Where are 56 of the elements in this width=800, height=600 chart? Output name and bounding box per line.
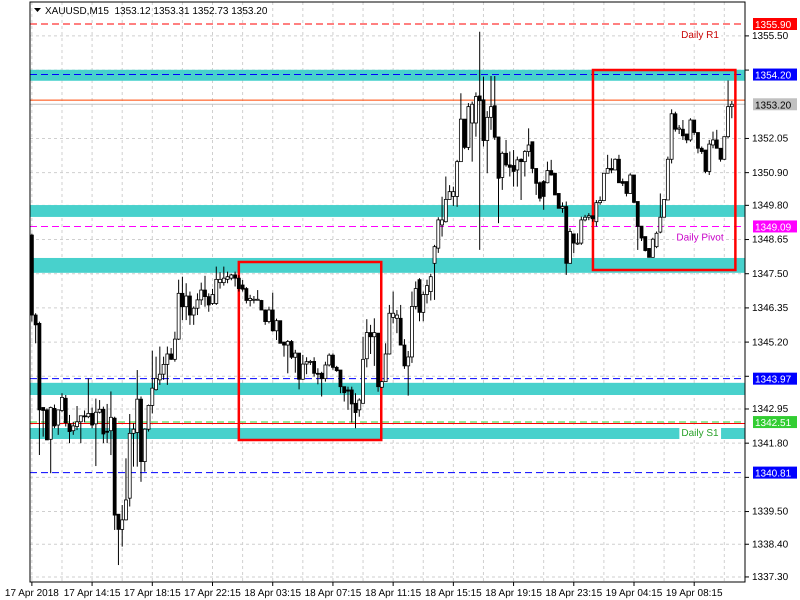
- y-tick-label: 1339.50: [752, 506, 789, 518]
- y-tick-label: 1352.05: [752, 134, 789, 145]
- candlestick: [338, 370, 342, 394]
- x-tick-label: 17 Apr 2018: [4, 588, 60, 600]
- candlestick: [617, 154, 621, 184]
- x-tick-label: 18 Apr 07:15: [304, 588, 362, 600]
- candlestick: [610, 158, 614, 174]
- candlestick: [688, 118, 692, 142]
- y-tick-label: 1347.50: [752, 268, 789, 280]
- annotation: Daily R1: [681, 30, 720, 41]
- y-tick-label: 1337.30: [752, 572, 789, 584]
- ref-line-label: 1343.97: [755, 374, 792, 386]
- x-tick-label: 18 Apr 19:15: [485, 588, 542, 600]
- candlestick: [300, 354, 305, 380]
- candlestick: [512, 150, 516, 188]
- x-tick-label: 17 Apr 14:15: [64, 588, 121, 600]
- y-tick-label: 1342.95: [752, 404, 789, 416]
- candlestick: [594, 199, 598, 227]
- y-tick-label: 1338.40: [752, 539, 789, 550]
- chart-title: XAUUSD,M15 1353.12 1353.31 1352.73 1353.20: [45, 6, 268, 17]
- y-tick-label: 1346.35: [752, 303, 789, 314]
- x-tick-label: 17 Apr 22:15: [184, 588, 242, 600]
- x-tick-label: 18 Apr 03:15: [244, 588, 302, 600]
- y-tick-label: 1355.50: [752, 31, 789, 42]
- candlestick: [286, 340, 290, 374]
- y-tick-label: 1348.65: [752, 234, 789, 246]
- x-tick-label: 18 Apr 15:15: [424, 588, 482, 600]
- candlestick: [82, 410, 86, 423]
- y-tick-label: 1350.90: [752, 168, 789, 179]
- ref-line-label: 1349.09: [755, 222, 792, 234]
- ref-line-label: 1342.51: [755, 418, 792, 430]
- x-tick-label: 18 Apr 23:15: [545, 588, 603, 600]
- candlestick: [579, 216, 584, 246]
- candlestick: [278, 320, 282, 344]
- ref-line-label: 1353.20: [755, 100, 792, 112]
- annotation: Daily Pivot: [676, 232, 724, 244]
- annotation: Daily S1: [681, 428, 720, 440]
- candlestick: [236, 274, 241, 292]
- x-tick-label: 17 Apr 18:15: [124, 588, 182, 600]
- ref-line-label: 1354.20: [755, 70, 792, 82]
- candlestick: [681, 120, 685, 140]
- candlestick: [331, 352, 335, 370]
- candlestick: [346, 386, 350, 410]
- y-tick-label: 1341.80: [752, 438, 789, 450]
- x-tick-label: 19 Apr 04:15: [606, 588, 663, 600]
- candlestick: [478, 31, 482, 250]
- y-tick-label: 1345.20: [752, 337, 789, 348]
- x-tick-label: 18 Apr 11:15: [365, 588, 422, 600]
- y-tick-label: 1349.80: [752, 200, 789, 212]
- ref-line-label: 1340.81: [755, 468, 792, 480]
- x-tick-label: 19 Apr 08:15: [666, 588, 723, 600]
- candlestick: [165, 346, 170, 386]
- candlestick: [184, 282, 188, 321]
- candlestick: [94, 398, 98, 467]
- ref-line-label: 1355.90: [755, 20, 792, 31]
- candlestick: [222, 266, 226, 286]
